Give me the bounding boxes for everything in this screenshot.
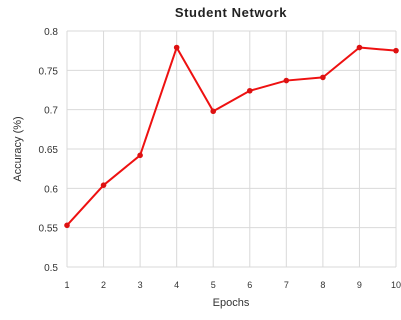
x-tick-label: 9 [357,280,362,290]
y-tick-label: 0.65 [39,145,59,156]
y-tick-label: 0.6 [44,184,58,195]
x-axis-label: Epochs [213,297,250,309]
x-tick-label: 7 [284,280,289,290]
data-point [283,77,290,84]
x-tick-labels: 1 2 3 4 5 6 7 8 9 10 [64,280,401,290]
data-point [356,44,363,51]
x-tick-label: 1 [64,280,69,290]
data-point [173,44,180,51]
series-line [66,46,397,226]
y-axis-label: Accuracy (%) [12,116,24,181]
data-point [210,108,217,115]
y-tick-label: 0.5 [44,263,58,274]
series-group [64,44,399,229]
grid-lines [66,30,397,268]
y-tick-label: 0.7 [44,106,58,117]
y-tick-label: 0.8 [44,27,58,38]
x-tick-label: 10 [391,280,401,290]
x-tick-label: 2 [101,280,106,290]
y-tick-label: 0.75 [39,66,59,77]
data-point [320,74,326,81]
chart-title: Student Network [175,5,287,20]
data-point [246,87,253,94]
data-point [64,222,70,229]
y-tick-labels: 0.5 0.55 0.6 0.65 0.7 0.75 0.8 [39,27,59,274]
y-tick-label: 0.55 [39,224,59,235]
data-point [100,182,107,188]
x-tick-label: 4 [174,280,179,290]
x-tick-label: 8 [320,280,325,290]
x-tick-label: 5 [211,280,216,290]
x-tick-label: 6 [247,280,252,290]
data-point [137,152,143,159]
data-point [393,47,399,54]
x-tick-label: 3 [138,280,143,290]
